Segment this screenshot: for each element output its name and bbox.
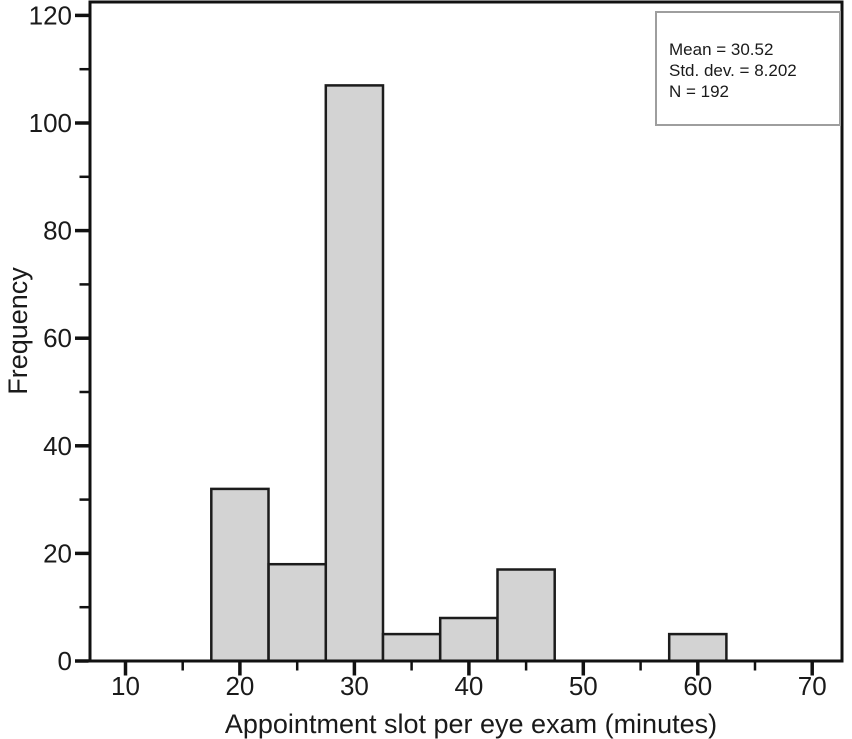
stats-n: N = 192	[669, 82, 730, 101]
plot-frame-border	[88, 0, 844, 663]
y-axis-title: Frequency	[3, 267, 33, 395]
x-tick-label: 10	[111, 671, 140, 701]
axis-tick-labels: 10 20 30 40 50 60 70 0 20 40 60 80 100 120	[29, 0, 827, 701]
y-tick-label: 60	[43, 323, 72, 353]
x-tick-label: 70	[798, 671, 827, 701]
histogram-bar	[381, 632, 442, 663]
histogram-bar	[267, 562, 328, 663]
y-tick-label: 120	[29, 0, 72, 30]
stats-box: Mean = 30.52 Std. dev. = 8.202 N = 192	[655, 11, 841, 126]
x-tick-label: 40	[454, 671, 483, 701]
axis-ticks	[75, 13, 814, 676]
stats-stddev: Std. dev. = 8.202	[669, 61, 797, 80]
y-tick-label: 40	[43, 431, 72, 461]
histogram-bar	[496, 568, 556, 663]
y-tick-label: 80	[43, 216, 72, 246]
histogram-bar	[210, 487, 270, 663]
x-tick-label: 50	[569, 671, 598, 701]
x-tick-label: 30	[340, 671, 369, 701]
plot-frame	[88, 0, 844, 663]
y-tick-label: 100	[29, 108, 72, 138]
x-tick-label: 60	[683, 671, 712, 701]
histogram-bar	[324, 84, 385, 663]
histogram-bar	[438, 616, 499, 663]
y-tick-label: 20	[43, 538, 72, 568]
x-tick-label: 20	[225, 671, 254, 701]
histogram-bar	[667, 632, 728, 663]
stats-mean: Mean = 30.52	[669, 40, 774, 59]
x-axis-title: Appointment slot per eye exam (minutes)	[225, 709, 717, 739]
bars-layer	[210, 84, 728, 663]
y-tick-label: 0	[58, 646, 72, 676]
